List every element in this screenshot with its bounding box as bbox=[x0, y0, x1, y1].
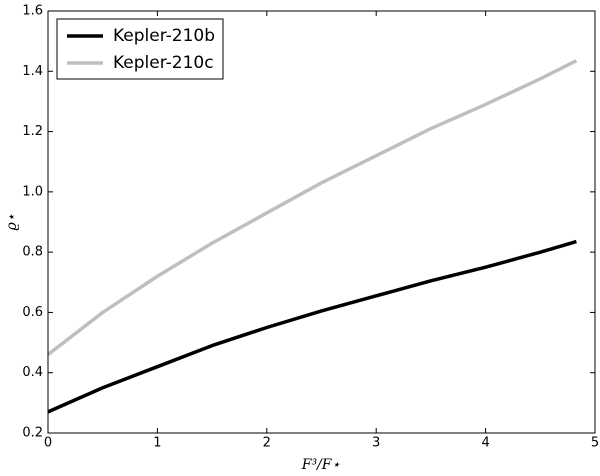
y-tick-label: 1.4 bbox=[22, 64, 43, 79]
y-tick-label: 1.2 bbox=[22, 124, 43, 139]
x-axis-label: F³/F⋆ bbox=[301, 457, 341, 473]
x-tick-label: 2 bbox=[263, 436, 271, 451]
y-tick-label: 0.8 bbox=[22, 245, 43, 260]
x-tick-label: 1 bbox=[153, 436, 161, 451]
legend-label: Kepler-210b bbox=[113, 26, 215, 46]
x-tick-label: 3 bbox=[372, 436, 380, 451]
y-tick-label: 0.6 bbox=[22, 305, 43, 320]
x-tick-label: 4 bbox=[481, 436, 489, 451]
legend-box bbox=[56, 18, 224, 80]
y-tick-label: 0.2 bbox=[22, 426, 43, 441]
y-tick-label: 0.4 bbox=[22, 365, 43, 380]
legend-label: Kepler-210c bbox=[113, 53, 214, 73]
y-axis-label: ϱ⋆ bbox=[4, 213, 20, 230]
y-tick-label: 1.6 bbox=[22, 4, 43, 19]
data-line bbox=[47, 239, 577, 414]
plot-frame bbox=[47, 10, 596, 434]
x-tick-label: 0 bbox=[44, 436, 52, 451]
x-tick-label: 5 bbox=[591, 436, 599, 451]
y-tick-label: 1.0 bbox=[22, 184, 43, 199]
data-line bbox=[46, 59, 578, 357]
